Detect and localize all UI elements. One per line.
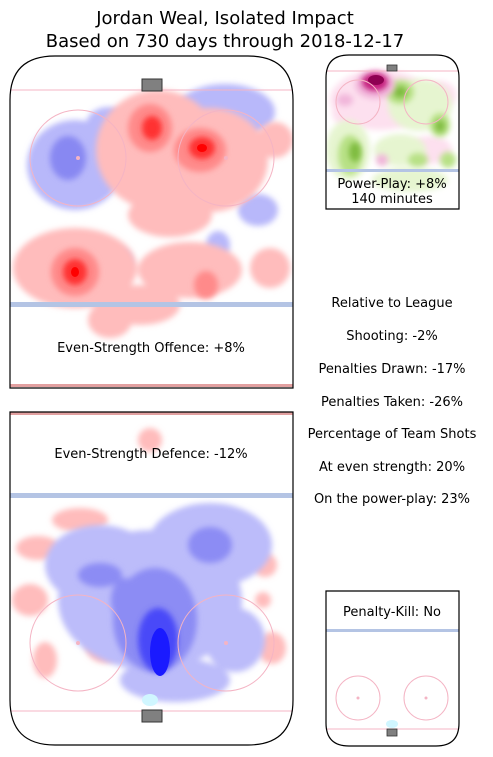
chart-title-line1: Jordan Weal, Isolated Impact [95, 8, 354, 29]
offence-net-icon [141, 78, 163, 92]
stats-heading: Relative to League [331, 296, 452, 311]
offence-rink [9, 55, 294, 389]
powerplay-heatmap [326, 70, 456, 192]
stat-team-shots-heading: Percentage of Team Shots [308, 427, 477, 442]
powerplay-label-line1: Power-Play: +8% [337, 177, 446, 192]
stat-shooting: Shooting: -2% [346, 329, 437, 344]
defence-heatmap [12, 428, 286, 706]
chart-title-line2: Based on 730 days through 2018-12-17 [46, 31, 404, 52]
powerplay-rink [325, 54, 460, 210]
powerplay-label-line2: 140 minutes [351, 192, 433, 207]
powerplay-net-icon [386, 64, 398, 72]
penaltykill-label: Penalty-Kill: No [343, 605, 441, 620]
stat-power-play: On the power-play: 23% [314, 492, 470, 507]
offence-label: Even-Strength Offence: +8% [57, 341, 245, 356]
defence-rink [9, 411, 294, 746]
stats-panel: Relative to League Shooting: -2% Penalti… [308, 296, 477, 507]
defence-net-icon [141, 709, 163, 723]
penaltykill-net-icon [386, 728, 398, 737]
offence-heatmap [13, 84, 293, 338]
penaltykill-rink [325, 590, 460, 747]
defence-label: Even-Strength Defence: -12% [54, 447, 247, 462]
stat-penalties-taken: Penalties Taken: -26% [321, 395, 463, 410]
stat-penalties-drawn: Penalties Drawn: -17% [318, 362, 465, 377]
stat-even-strength: At even strength: 20% [319, 460, 465, 475]
